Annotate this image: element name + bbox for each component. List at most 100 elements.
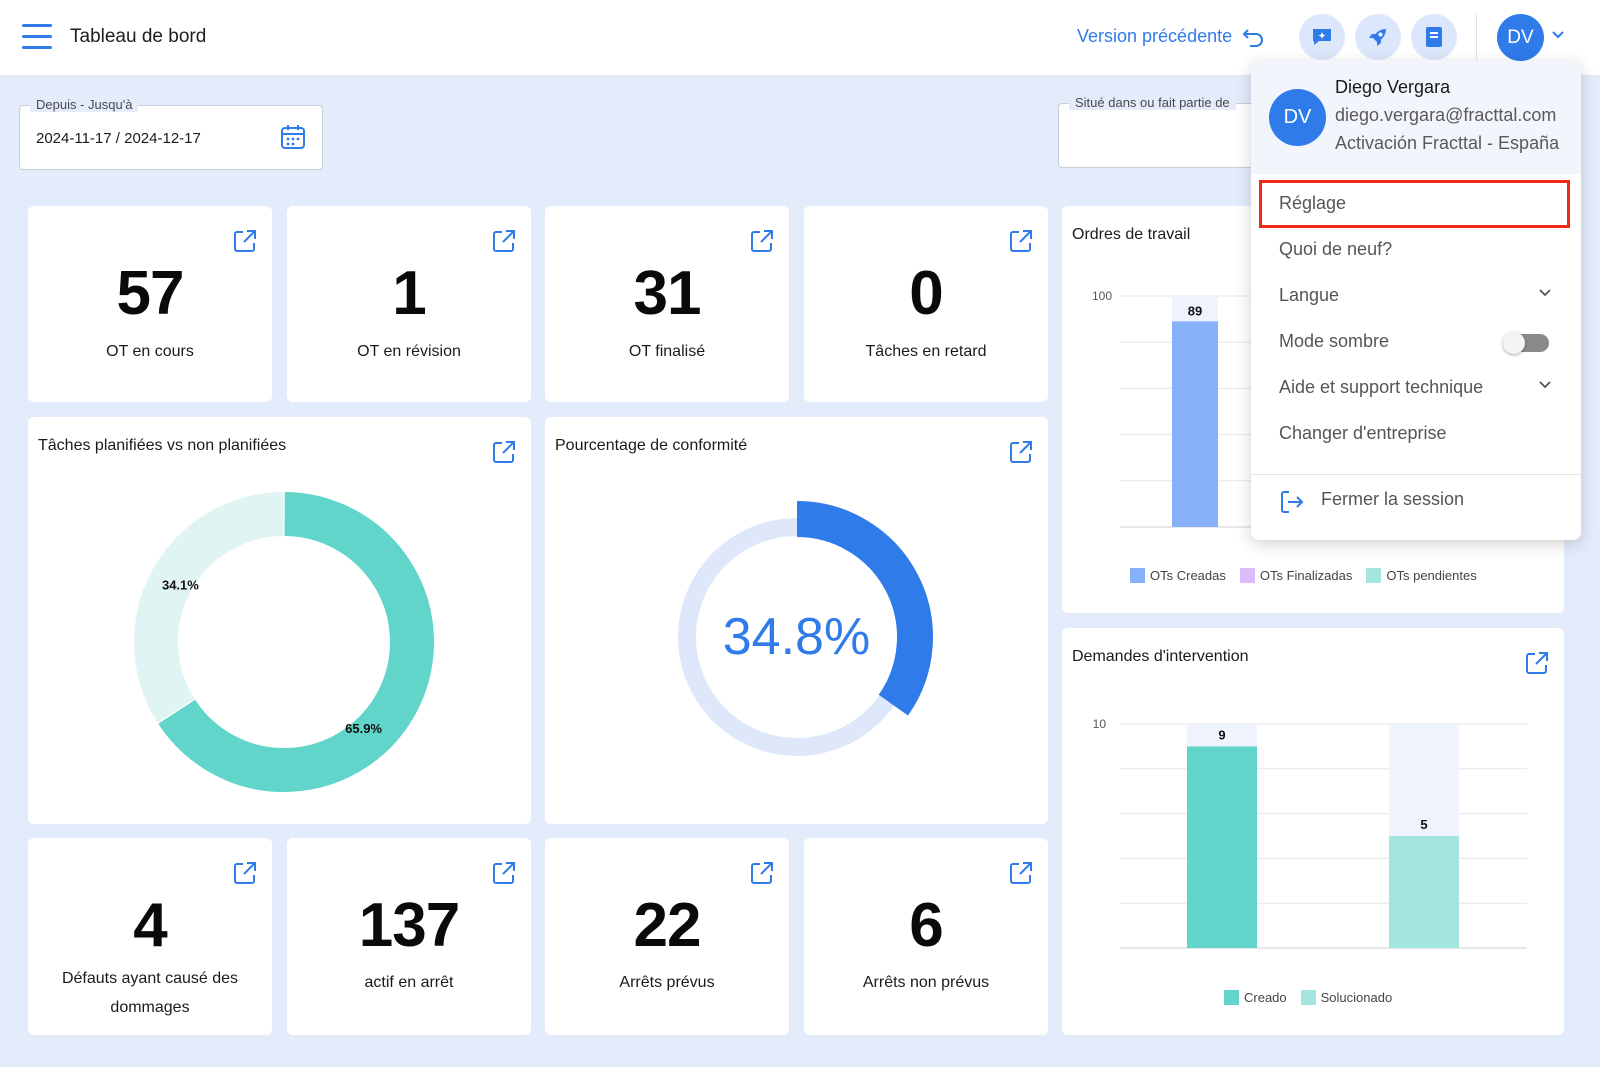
legend-item[interactable]: OTs Creadas bbox=[1130, 568, 1226, 583]
calendar-icon[interactable] bbox=[280, 124, 306, 150]
menu-item-change-company[interactable]: Changer d'entreprise bbox=[1251, 411, 1581, 457]
user-avatar-button[interactable]: DV bbox=[1497, 14, 1544, 61]
kpi-card-assets-stopped[interactable]: 137 actif en arrêt bbox=[287, 838, 531, 1035]
bar-value-label: 89 bbox=[1188, 303, 1202, 318]
legend-item[interactable]: Creado bbox=[1224, 990, 1287, 1005]
docs-button[interactable] bbox=[1411, 14, 1457, 60]
external-link-icon[interactable] bbox=[232, 228, 258, 254]
menu-item-settings[interactable]: Réglage bbox=[1251, 181, 1581, 227]
menu-item-label: Fermer la session bbox=[1321, 489, 1465, 509]
external-link-icon[interactable] bbox=[749, 860, 775, 886]
user-name: Diego Vergara bbox=[1335, 77, 1451, 97]
card-title: Demandes d'intervention bbox=[1072, 648, 1249, 665]
legend-label: OTs Finalizadas bbox=[1259, 568, 1353, 583]
bar bbox=[1172, 321, 1218, 527]
kpi-label: Défauts ayant causé des dommages bbox=[61, 970, 239, 1016]
external-link-icon[interactable] bbox=[491, 439, 517, 465]
highlight-box bbox=[1259, 180, 1570, 228]
kpi-card-planned-stops[interactable]: 22 Arrêts prévus bbox=[545, 838, 789, 1035]
top-header: Tableau de bord Version précédente DV bbox=[0, 0, 1600, 75]
user-company: Activación Fracttal - España bbox=[1335, 133, 1560, 153]
kpi-value: 6 bbox=[909, 891, 943, 960]
menu-item-label: Changer d'entreprise bbox=[1279, 423, 1447, 443]
external-link-icon[interactable] bbox=[1524, 650, 1550, 676]
external-link-icon[interactable] bbox=[491, 860, 517, 886]
kpi-value: 22 bbox=[633, 891, 702, 960]
compliance-gauge-chart bbox=[678, 501, 933, 756]
external-link-icon[interactable] bbox=[1008, 439, 1034, 465]
kpi-label: actif en arrêt bbox=[364, 974, 454, 991]
external-link-icon[interactable] bbox=[491, 228, 517, 254]
launch-button[interactable] bbox=[1355, 14, 1401, 60]
legend-label: OTs Creadas bbox=[1150, 568, 1226, 583]
legend-item[interactable]: OTs Finalizadas bbox=[1239, 568, 1353, 583]
kpi-value: 137 bbox=[358, 891, 460, 960]
chevron-down-icon bbox=[1539, 289, 1551, 297]
logout-icon bbox=[1281, 491, 1304, 513]
kpi-card-defects[interactable]: 4 Défauts ayant causé des dommages bbox=[28, 838, 272, 1035]
kpi-label: Tâches en retard bbox=[865, 343, 987, 360]
kpi-card-ot-in-review[interactable]: 1 OT en révision bbox=[287, 206, 531, 402]
kpi-card-ot-in-progress[interactable]: 57 OT en cours bbox=[28, 206, 272, 402]
card-title: Pourcentage de conformité bbox=[555, 437, 748, 454]
location-field[interactable]: Situé dans ou fait partie de bbox=[1058, 95, 1278, 168]
y-tick-label: 10 bbox=[1093, 717, 1107, 731]
kpi-card-late-tasks[interactable]: 0 Tâches en retard bbox=[804, 206, 1048, 402]
avatar: DV bbox=[1269, 89, 1326, 146]
requests-bar-chart: 10 9 5 bbox=[1093, 717, 1527, 949]
chat-ai-button[interactable] bbox=[1299, 14, 1345, 60]
kpi-value: 0 bbox=[909, 259, 943, 328]
slice-label: 65.9% bbox=[345, 721, 382, 736]
requests-legend: Creado Solucionado bbox=[1224, 990, 1392, 1005]
date-range-field[interactable]: Depuis - Jusqu'à 2024-11-17 / 2024-12-17 bbox=[19, 97, 323, 170]
menu-item-label: Quoi de neuf? bbox=[1279, 239, 1393, 259]
menu-item-label: Aide et support technique bbox=[1279, 377, 1484, 397]
legend-item[interactable]: Solucionado bbox=[1300, 990, 1393, 1005]
legend-item[interactable]: OTs pendientes bbox=[1366, 568, 1477, 583]
gauge-value-arc bbox=[796, 501, 933, 716]
kpi-card-unplanned-stops[interactable]: 6 Arrêts non prévus bbox=[804, 838, 1048, 1035]
menu-icon[interactable] bbox=[22, 24, 52, 50]
external-link-icon[interactable] bbox=[232, 860, 258, 886]
bar bbox=[1389, 836, 1459, 948]
menu-item-whats-new[interactable]: Quoi de neuf? bbox=[1251, 227, 1581, 273]
kpi-value: 31 bbox=[633, 259, 702, 328]
user-email: diego.vergara@fracttal.com bbox=[1335, 105, 1557, 125]
menu-item-dark-mode[interactable]: Mode sombre bbox=[1251, 319, 1581, 365]
dark-mode-toggle[interactable] bbox=[1503, 332, 1549, 354]
kpi-label: OT en cours bbox=[106, 343, 194, 360]
menu-item-label: Réglage bbox=[1279, 193, 1347, 213]
user-menu-dropdown: DV Diego Vergara diego.vergara@fracttal.… bbox=[1251, 61, 1581, 540]
chevron-down-icon bbox=[1539, 381, 1551, 389]
bar-value-label: 5 bbox=[1420, 817, 1427, 832]
legend-label: Creado bbox=[1244, 990, 1287, 1005]
kpi-label: Arrêts non prévus bbox=[862, 974, 990, 991]
header-divider bbox=[1476, 14, 1477, 60]
y-tick-label: 100 bbox=[1092, 289, 1112, 303]
kpi-card-ot-finished[interactable]: 31 OT finalisé bbox=[545, 206, 789, 402]
menu-item-language[interactable]: Langue bbox=[1251, 273, 1581, 319]
chevron-down-icon[interactable] bbox=[1552, 30, 1564, 40]
card-title: Tâches planifiées vs non planifiées bbox=[38, 437, 287, 454]
menu-item-help[interactable]: Aide et support technique bbox=[1251, 365, 1581, 411]
external-link-icon[interactable] bbox=[1008, 860, 1034, 886]
undo-icon bbox=[1242, 28, 1264, 47]
menu-item-logout[interactable]: Fermer la session bbox=[1251, 477, 1581, 523]
compliance-card: Pourcentage de conformité 34.8% bbox=[545, 417, 1048, 824]
external-link-icon[interactable] bbox=[749, 228, 775, 254]
menu-item-label: Mode sombre bbox=[1279, 331, 1390, 351]
kpi-value: 1 bbox=[392, 259, 426, 328]
legend-label: Solucionado bbox=[1320, 990, 1393, 1005]
user-menu-header: DV Diego Vergara diego.vergara@fracttal.… bbox=[1251, 61, 1581, 174]
kpi-value: 4 bbox=[133, 891, 167, 960]
chat-sparkle-icon bbox=[1313, 29, 1331, 45]
previous-version-link[interactable]: Version précédente bbox=[1077, 26, 1264, 47]
date-range-label: Depuis - Jusqu'à bbox=[30, 97, 139, 112]
previous-version-label: Version précédente bbox=[1077, 26, 1233, 46]
divider bbox=[1251, 474, 1581, 475]
external-link-icon[interactable] bbox=[1008, 228, 1034, 254]
work-orders-legend: OTs Creadas OTs Finalizadas OTs pendient… bbox=[1130, 568, 1477, 583]
page-title: Tableau de bord bbox=[70, 26, 207, 47]
card-title: Ordres de travail bbox=[1072, 226, 1191, 243]
kpi-label: OT en révision bbox=[357, 343, 461, 360]
